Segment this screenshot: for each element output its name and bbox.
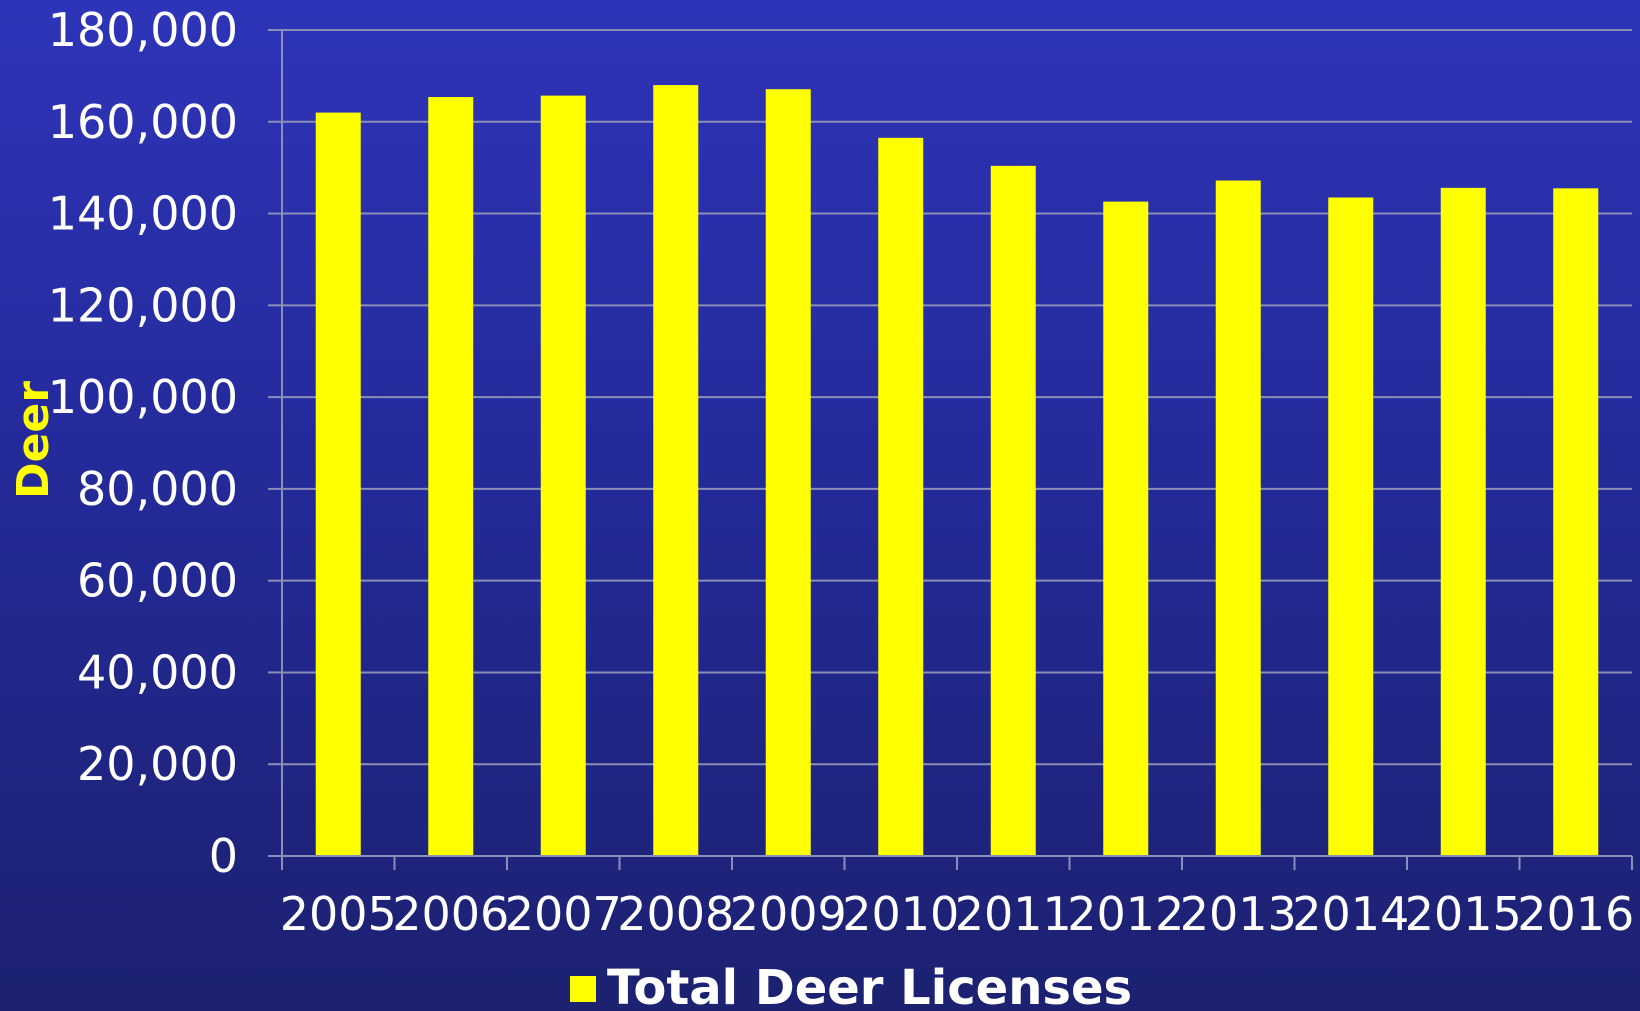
y-tick-label: 80,000 — [77, 462, 238, 516]
x-tick-label: 2014 — [1292, 887, 1409, 941]
x-tick-label: 2006 — [392, 887, 509, 941]
y-tick-label: 60,000 — [77, 554, 238, 608]
y-tick-label: 120,000 — [48, 278, 238, 332]
x-tick-label: 2013 — [1180, 887, 1297, 941]
gridlines — [282, 29, 1632, 766]
x-tick-labels: 2005200620072008200920102011201220132014… — [280, 887, 1635, 941]
x-tick-label: 2010 — [842, 887, 959, 941]
bar-2011 — [990, 165, 1036, 856]
bars — [315, 85, 1599, 857]
y-tick-label: 180,000 — [48, 3, 238, 57]
x-tick-label: 2011 — [955, 887, 1072, 941]
y-tick-label: 40,000 — [77, 645, 238, 699]
x-tick-label: 2016 — [1517, 887, 1634, 941]
y-axis-label: Deer — [8, 381, 59, 499]
bar-2012 — [1103, 201, 1149, 856]
legend-label: Total Deer Licenses — [607, 960, 1132, 1011]
x-tick-label: 2008 — [617, 887, 734, 941]
y-tick-label: 20,000 — [77, 737, 238, 791]
legend: Total Deer Licenses — [570, 960, 1132, 1011]
x-tick-label: 2005 — [280, 887, 397, 941]
axes — [268, 29, 1633, 870]
bar-2016 — [1553, 188, 1599, 857]
legend-swatch — [570, 976, 596, 1002]
y-tick-label: 100,000 — [48, 370, 238, 424]
bar-2006 — [428, 96, 474, 856]
bar-2007 — [540, 95, 586, 857]
x-tick-label: 2015 — [1405, 887, 1522, 941]
x-tick-label: 2007 — [505, 887, 622, 941]
bar-2008 — [653, 85, 699, 857]
bar-2009 — [765, 89, 811, 857]
bar-2015 — [1440, 187, 1486, 856]
y-tick-labels: 0 20,000 40,000 60,000 80,000 100,000 120,000 1… — [48, 3, 238, 883]
bar-2014 — [1328, 197, 1374, 856]
bar-2013 — [1215, 180, 1261, 856]
bar-2010 — [878, 137, 924, 857]
bar-2005 — [315, 112, 361, 857]
x-tick-label: 2009 — [730, 887, 847, 941]
y-tick-label: 160,000 — [48, 95, 238, 149]
y-tick-label: 140,000 — [48, 187, 238, 241]
x-tick-label: 2012 — [1067, 887, 1184, 941]
y-tick-label: 0 — [209, 829, 238, 883]
